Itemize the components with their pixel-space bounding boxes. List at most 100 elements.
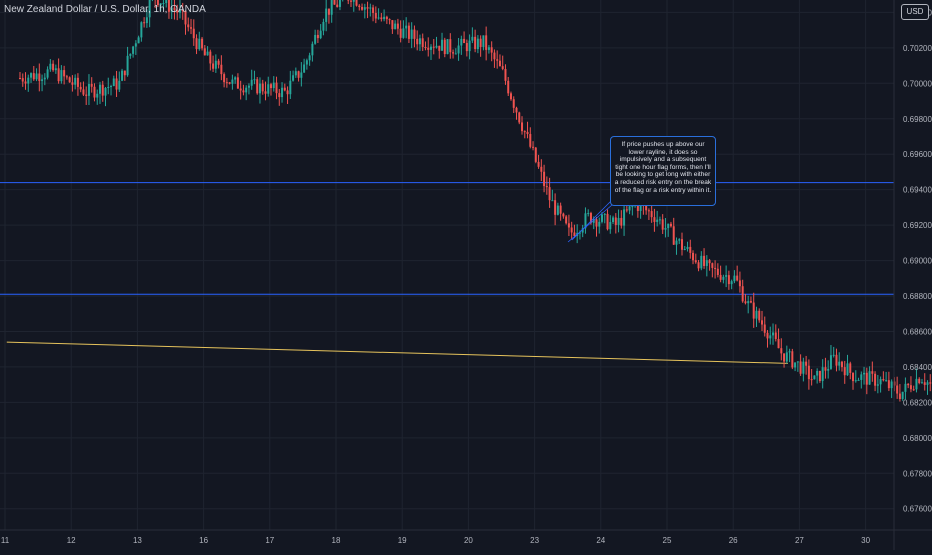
candle-body xyxy=(352,0,355,2)
candle-body xyxy=(865,372,868,385)
candle-body xyxy=(485,35,488,50)
candle-body xyxy=(882,379,885,381)
candle-body xyxy=(601,214,604,222)
candle-body xyxy=(65,76,68,78)
candle-body xyxy=(763,324,766,333)
y-tick-label: 0.68800 xyxy=(903,292,932,301)
candle-body xyxy=(336,4,339,7)
candle-body xyxy=(239,88,242,91)
candle-body xyxy=(923,382,926,385)
candle-body xyxy=(689,246,692,253)
candle-body xyxy=(347,0,350,1)
candle-body xyxy=(201,38,204,49)
currency-badge[interactable]: USD xyxy=(901,4,929,20)
trade-note-callout[interactable]: If price pushes up above our lower rayli… xyxy=(610,136,716,206)
candle-body xyxy=(374,12,377,19)
y-tick-label: 0.70200 xyxy=(903,44,932,53)
candle-body xyxy=(24,81,27,84)
candle-body xyxy=(703,255,706,266)
candle-body xyxy=(733,275,736,282)
candle-body xyxy=(245,87,248,93)
candle-body xyxy=(926,382,929,385)
trend-line[interactable] xyxy=(6,341,788,364)
candle-body xyxy=(603,213,606,215)
candle-body xyxy=(725,275,728,277)
candle-body xyxy=(592,219,595,223)
candle-body xyxy=(871,371,874,374)
candle-body xyxy=(749,301,752,303)
candle-body xyxy=(681,239,683,250)
candle-body xyxy=(487,47,490,50)
candle-body xyxy=(399,28,402,38)
candle-body xyxy=(863,372,866,375)
candle-body xyxy=(664,228,667,230)
candle-body xyxy=(537,161,540,167)
candle-body xyxy=(507,80,510,94)
candle-body xyxy=(860,374,863,380)
candle-body xyxy=(203,48,206,56)
candle-body xyxy=(692,252,695,261)
candle-body xyxy=(178,9,181,13)
candle-body xyxy=(363,7,366,10)
candle-body xyxy=(170,7,173,12)
candle-body xyxy=(551,200,554,202)
candle-body xyxy=(722,276,725,280)
candle-body xyxy=(824,367,827,371)
candle-body xyxy=(209,51,212,64)
candle-body xyxy=(358,5,361,8)
candle-body xyxy=(647,210,650,212)
candle-body xyxy=(446,39,449,55)
candle-body xyxy=(21,78,24,82)
candle-body xyxy=(829,355,832,369)
candle-body xyxy=(372,7,375,13)
candle-body xyxy=(523,131,526,133)
candle-body xyxy=(843,367,846,376)
candle-body xyxy=(827,368,830,371)
candle-body xyxy=(589,213,592,223)
candle-body xyxy=(598,221,601,227)
candle-body xyxy=(868,371,871,385)
candle-body xyxy=(738,280,741,287)
candle-body xyxy=(807,365,810,380)
candle-body xyxy=(184,11,187,25)
candle-body xyxy=(190,27,193,29)
candle-body xyxy=(41,79,44,82)
candle-body xyxy=(402,28,405,38)
x-tick-label: 24 xyxy=(596,536,605,545)
candle-body xyxy=(220,64,223,75)
candle-body xyxy=(129,53,132,56)
y-tick-label: 0.70000 xyxy=(903,79,932,88)
candle-body xyxy=(236,77,239,89)
candle-body xyxy=(617,217,620,225)
candle-body xyxy=(60,70,63,82)
callout-pointer xyxy=(571,199,613,241)
candle-body xyxy=(468,40,471,52)
y-tick-label: 0.69800 xyxy=(903,115,932,124)
candle-body xyxy=(700,255,703,269)
candle-body xyxy=(816,370,819,376)
candle-body xyxy=(214,60,217,69)
candle-body xyxy=(512,99,515,108)
candle-body xyxy=(631,206,634,208)
candle-body xyxy=(471,36,474,41)
candle-body xyxy=(87,83,90,96)
candle-body xyxy=(383,16,386,20)
candle-body xyxy=(289,80,292,95)
candle-body xyxy=(140,22,143,38)
candle-body xyxy=(250,79,253,86)
candle-body xyxy=(225,82,228,84)
candle-body xyxy=(810,379,813,381)
candle-body xyxy=(609,222,612,230)
candle-body xyxy=(38,73,41,82)
candle-body xyxy=(134,43,137,47)
candle-body xyxy=(838,361,841,366)
candle-body xyxy=(187,24,190,28)
candle-body xyxy=(463,38,466,43)
x-tick-label: 30 xyxy=(861,536,870,545)
y-tick-label: 0.69600 xyxy=(903,150,932,159)
candle-body xyxy=(79,86,82,90)
candle-body xyxy=(49,63,52,70)
